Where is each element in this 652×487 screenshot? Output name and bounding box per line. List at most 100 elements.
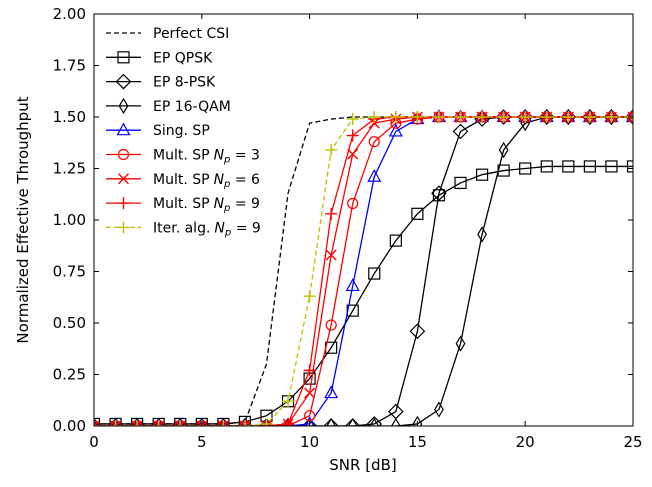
data-point [625,109,633,123]
data-point [111,418,120,426]
data-point [434,401,444,418]
data-point [239,420,251,426]
data-point [345,278,360,292]
data-point [454,111,467,123]
data-point [367,168,382,182]
data-point [346,113,359,126]
data-point [304,410,316,422]
data-point [153,420,165,426]
data-point [325,207,338,220]
data-point [388,123,403,137]
data-point [540,160,553,173]
data-point [260,417,273,426]
data-point [303,290,316,303]
legend-label: Mult. SP Np = 3 [153,148,260,166]
y-axis-label: Normalized Effective Throughput [14,96,32,343]
y-tick-label: 1.75 [53,57,86,75]
x-tick-label: 15 [408,433,427,451]
data-point [347,148,359,160]
data-point [389,234,402,247]
data-point [475,168,489,181]
data-point [347,197,359,210]
data-point [217,420,229,426]
data-point [389,111,402,123]
y-tick-label: 0.25 [53,366,86,384]
data-point [219,418,228,426]
data-point [409,323,426,340]
x-tick-label: 20 [516,433,535,451]
data-point [368,111,381,123]
series-line [94,116,633,426]
data-point [366,416,383,426]
data-point [347,417,358,426]
data-point [498,141,509,159]
data-point [346,129,359,142]
data-point [390,417,401,426]
data-point [583,111,596,123]
y-tick-label: 1.50 [53,108,86,126]
legend-item: Perfect CSI [106,26,229,42]
data-point [452,123,469,140]
legend-label: EP 16-QAM [153,99,231,115]
legend-swatch-marker [116,122,131,136]
data-point [217,420,230,426]
legend-swatch-marker [115,73,132,90]
legend-item: EP 16-QAM [106,97,231,115]
data-point [154,418,163,426]
data-point [94,418,99,426]
legend-item: Mult. SP Np = 9 [106,196,260,214]
data-point [238,420,251,426]
data-point [282,395,295,408]
legend-label: Mult. SP Np = 6 [153,172,260,190]
data-point [326,417,337,426]
legend: Perfect CSI EP QPSK EP 8-PSK EP 16-QAM Sing.… [106,26,261,238]
legend-label: EP 8-PSK [153,75,216,91]
data-point [344,418,361,426]
data-point [174,420,187,426]
y-tick-label: 1.25 [53,160,86,178]
data-point [412,415,423,426]
data-point [152,420,165,426]
data-point [562,111,575,123]
legend-swatch-marker [117,197,130,210]
legend-swatch-marker [118,173,129,185]
data-point [411,111,424,123]
data-point [368,136,380,148]
legend-swatch-marker [117,148,130,161]
data-point [240,418,250,426]
data-point [303,364,316,377]
legend-item: Sing. SP [106,122,210,139]
legend-label: Sing. SP [153,123,210,139]
data-point [455,335,466,352]
data-point [519,111,532,123]
y-tick-label: 0.00 [53,417,86,435]
data-point [109,420,122,426]
y-tick-label: 2.00 [53,5,86,23]
data-point [174,420,186,426]
data-point [432,111,445,123]
legend-item: EP 8-PSK [106,73,216,91]
y-tick-label: 0.50 [53,314,86,332]
y-tick-label: 1.00 [53,211,86,229]
data-point [583,160,596,173]
legend-label: Mult. SP Np = 9 [153,196,260,214]
data-point [325,319,337,331]
data-point [304,416,315,426]
axis-ticks: 0 5 10 15 20 25 0.00 0.25 0.50 0.75 1.00 1.25 1.50 1.… [53,5,643,451]
data-point [431,185,447,202]
data-point [454,176,467,190]
x-tick-label: 10 [300,433,319,451]
data-point [540,111,553,123]
data-point [368,267,381,280]
data-point [627,111,633,123]
x-axis-label: SNR [dB] [329,456,396,474]
data-point [196,420,208,426]
data-point [562,160,575,173]
data-point [301,418,318,426]
legend-label: Perfect CSI [153,26,229,42]
data-point [477,226,487,243]
legend-label: EP QPSK [153,50,213,66]
data-point [626,160,633,173]
